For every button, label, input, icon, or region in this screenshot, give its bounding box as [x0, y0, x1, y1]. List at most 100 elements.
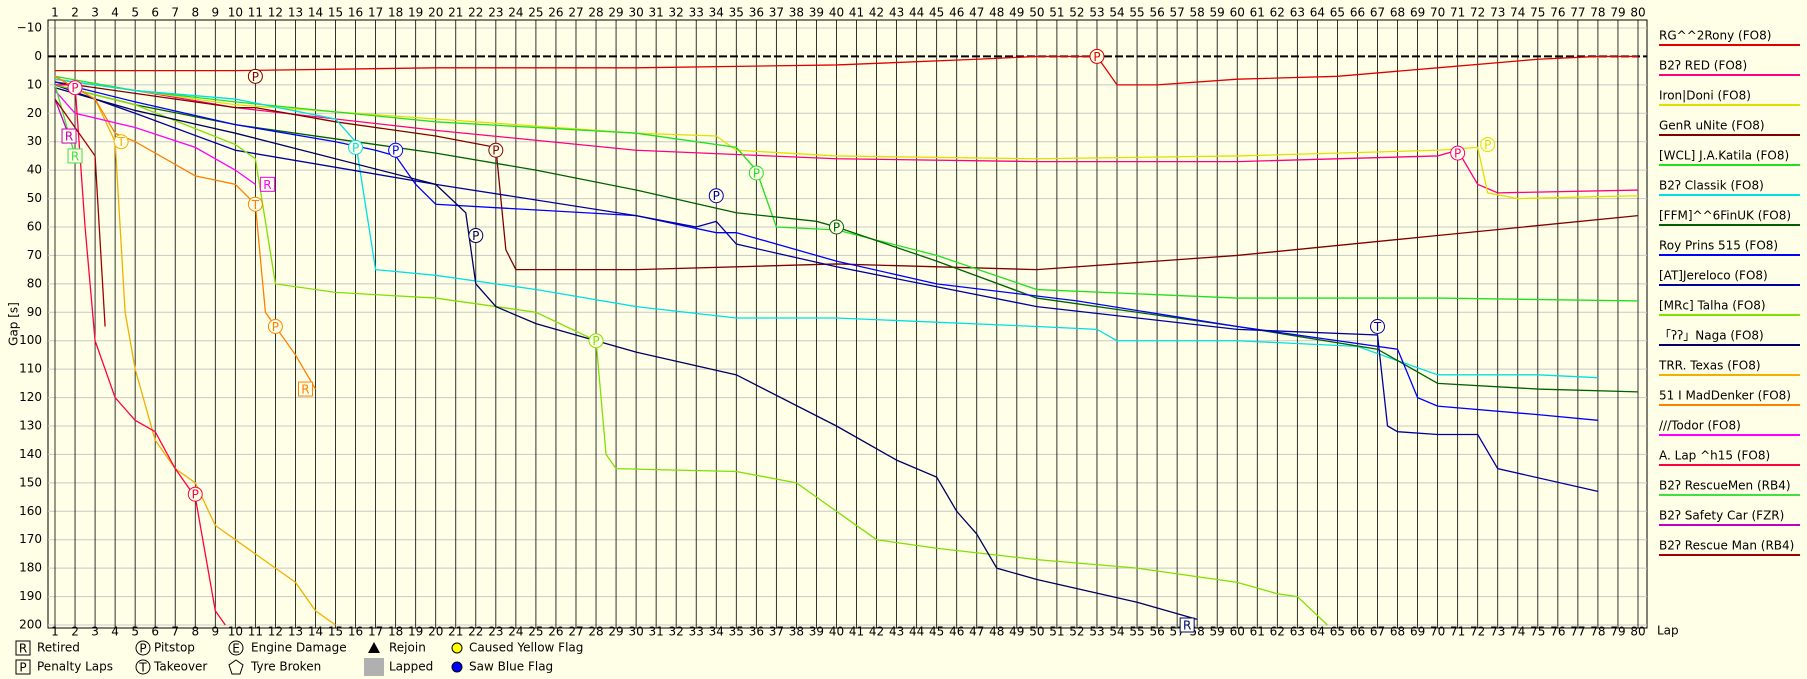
x-tick-label: 42 — [869, 625, 884, 639]
legend-icon — [15, 659, 31, 675]
x-tick-label-top: 9 — [211, 6, 219, 20]
event-label: P — [352, 141, 359, 155]
legend-icon — [135, 640, 151, 656]
x-tick-label-top: 61 — [1250, 6, 1265, 20]
x-tick-label-top: 63 — [1290, 6, 1305, 20]
x-tick-label: 35 — [729, 625, 744, 639]
x-tick-label: 17 — [368, 625, 383, 639]
x-tick-label-top: 42 — [869, 6, 884, 20]
x-tick-label: 20 — [428, 625, 443, 639]
y-axis-label: Gap [s] — [7, 302, 21, 346]
y-tick-label: 90 — [27, 305, 42, 319]
legend-label: A. Lap ^h15 (FO8) — [1659, 449, 1770, 463]
series-line — [54, 78, 1639, 200]
x-tick-label: 1 — [51, 625, 59, 639]
event-marker — [67, 80, 83, 96]
legend-label: B2ʔ Safety Car (FZR) — [1659, 509, 1784, 523]
series-line — [55, 84, 226, 626]
x-tick-label: 34 — [709, 625, 724, 639]
x-tick-label: 74 — [1510, 625, 1525, 639]
event-label: P — [472, 229, 479, 243]
x-tick-label: 16 — [348, 625, 363, 639]
x-tick-label-top: 28 — [588, 6, 603, 20]
y-tick-label: 120 — [19, 390, 42, 404]
x-tick-label: 46 — [949, 625, 964, 639]
event-marker — [67, 148, 83, 164]
x-tick-label-top: 19 — [408, 6, 423, 20]
legend-label: Retired — [37, 641, 80, 655]
x-tick-label: 49 — [1009, 625, 1024, 639]
legend-label: Takeover — [153, 660, 207, 674]
event-marker — [267, 319, 283, 334]
x-tick-label-top: 57 — [1169, 6, 1184, 20]
y-tick-label: 10 — [27, 77, 42, 91]
series-line — [54, 87, 1198, 620]
legend-label: [AT]Jereloco (FO8) — [1659, 269, 1768, 283]
y-tick-label: 200 — [19, 618, 42, 632]
x-tick-label-top: 77 — [1570, 6, 1585, 20]
x-tick-label: 21 — [448, 625, 463, 639]
x-tick-label: 14 — [308, 625, 323, 639]
x-tick-label: 63 — [1290, 625, 1305, 639]
x-tick-label: 79 — [1610, 625, 1625, 639]
x-tick-label: 60 — [1230, 625, 1245, 639]
legend-icon-letter: P — [19, 661, 26, 675]
x-tick-label: 12 — [268, 625, 283, 639]
x-tick-label: 18 — [388, 625, 403, 639]
x-tick-label-top: 7 — [171, 6, 179, 20]
x-tick-label: 72 — [1470, 625, 1485, 639]
event-label: P — [392, 144, 399, 158]
x-tick-label: 10 — [228, 625, 243, 639]
y-tick-label: 190 — [19, 589, 42, 603]
x-tick-label-top: 38 — [789, 6, 804, 20]
legend-label: [MRc] Talha (FO8) — [1659, 299, 1766, 313]
x-tick-label: 52 — [1069, 625, 1084, 639]
x-tick-label-top: 22 — [468, 6, 483, 20]
event-label: R — [301, 383, 309, 397]
x-tick-label-top: 69 — [1410, 6, 1425, 20]
x-tick-label-top: 37 — [769, 6, 784, 20]
x-tick-label-top: 78 — [1590, 6, 1605, 20]
x-tick-label: 77 — [1570, 625, 1585, 639]
series-line — [54, 75, 336, 626]
x-tick-label: 67 — [1370, 625, 1385, 639]
y-tick-label: 50 — [27, 191, 42, 205]
event-marker — [259, 176, 275, 192]
x-tick-label-top: 40 — [829, 6, 844, 20]
x-tick-label-top: 18 — [388, 6, 403, 20]
x-tick-label: 26 — [548, 625, 563, 639]
x-tick-label-top: 44 — [909, 6, 924, 20]
x-tick-label: 40 — [829, 625, 844, 639]
x-tick-label-top: 23 — [488, 6, 503, 20]
x-tick-label-top: 75 — [1530, 6, 1545, 20]
x-tick-label: 45 — [929, 625, 944, 639]
event-label: P — [492, 144, 499, 158]
x-tick-label: 69 — [1410, 625, 1425, 639]
x-tick-label-top: 3 — [91, 6, 99, 20]
x-tick-label-top: 12 — [268, 6, 283, 20]
event-label: P — [71, 81, 78, 95]
legend-label: ///Todor (FO8) — [1659, 419, 1741, 433]
x-tick-label: 48 — [989, 625, 1004, 639]
y-tick-label: 160 — [19, 504, 42, 518]
x-tick-label: 23 — [488, 625, 503, 639]
x-tick-label: 53 — [1089, 625, 1104, 639]
x-tick-label-top: 14 — [308, 6, 323, 20]
event-marker — [297, 381, 313, 397]
x-tick-label-top: 62 — [1270, 6, 1285, 20]
legend-label: 51 I MadDenker (FO8) — [1659, 389, 1791, 403]
x-tick-label-top: 52 — [1069, 6, 1084, 20]
x-tick-label-top: 21 — [448, 6, 463, 20]
y-tick-label: 170 — [19, 532, 42, 546]
x-tick-label-top: 36 — [749, 6, 764, 20]
x-tick-label-top: 43 — [889, 6, 904, 20]
legend-label: [WCL] J.A.Katila (FO8) — [1659, 149, 1789, 163]
legend-label: Tyre Broken — [250, 660, 321, 674]
y-tick-label: 80 — [27, 276, 42, 290]
x-tick-label-top: 34 — [709, 6, 724, 20]
plot-lines — [54, 55, 1639, 626]
x-tick-label: 62 — [1270, 625, 1285, 639]
x-tick-label-top: 2 — [71, 6, 79, 20]
event-marker — [488, 142, 504, 158]
legend-label: B2ʔ RescueMen (RB4) — [1659, 479, 1791, 493]
